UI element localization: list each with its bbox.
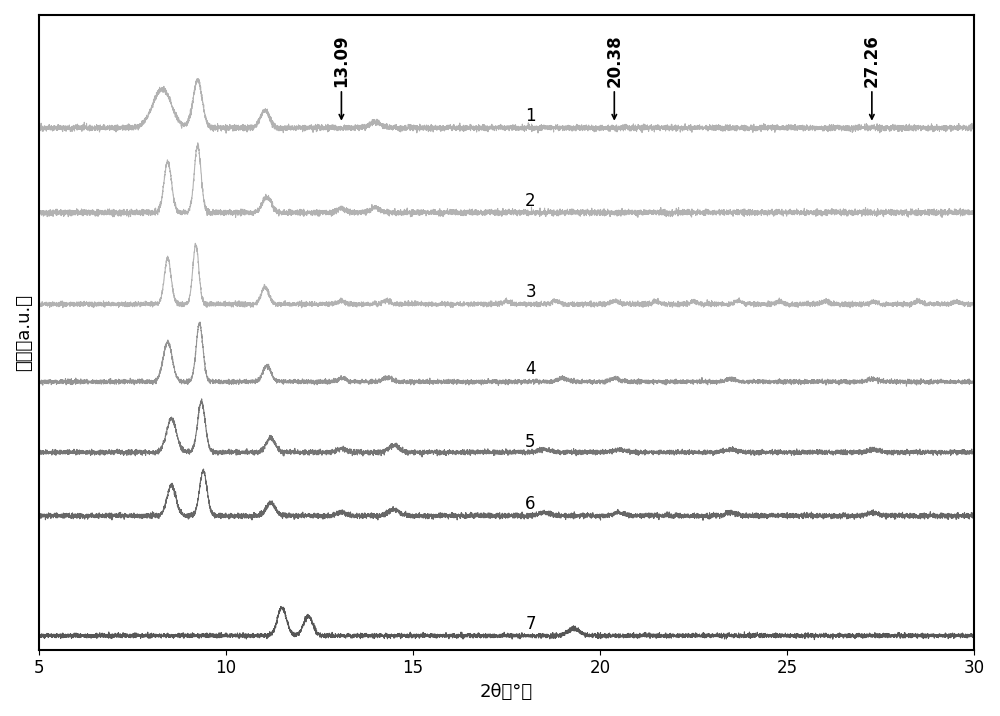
Text: 7: 7	[525, 616, 536, 634]
X-axis label: 2θ（°）: 2θ（°）	[480, 683, 533, 701]
Text: 5: 5	[525, 433, 536, 451]
Text: 3: 3	[525, 283, 536, 301]
Text: 1: 1	[525, 107, 536, 125]
Text: 13.09: 13.09	[332, 34, 350, 87]
Text: 20.38: 20.38	[605, 34, 623, 87]
Text: 27.26: 27.26	[863, 34, 881, 87]
Text: 2: 2	[525, 192, 536, 211]
Text: 4: 4	[525, 360, 536, 378]
Y-axis label: 强度（a.u.）: 强度（a.u.）	[15, 294, 33, 371]
Text: 6: 6	[525, 495, 536, 513]
